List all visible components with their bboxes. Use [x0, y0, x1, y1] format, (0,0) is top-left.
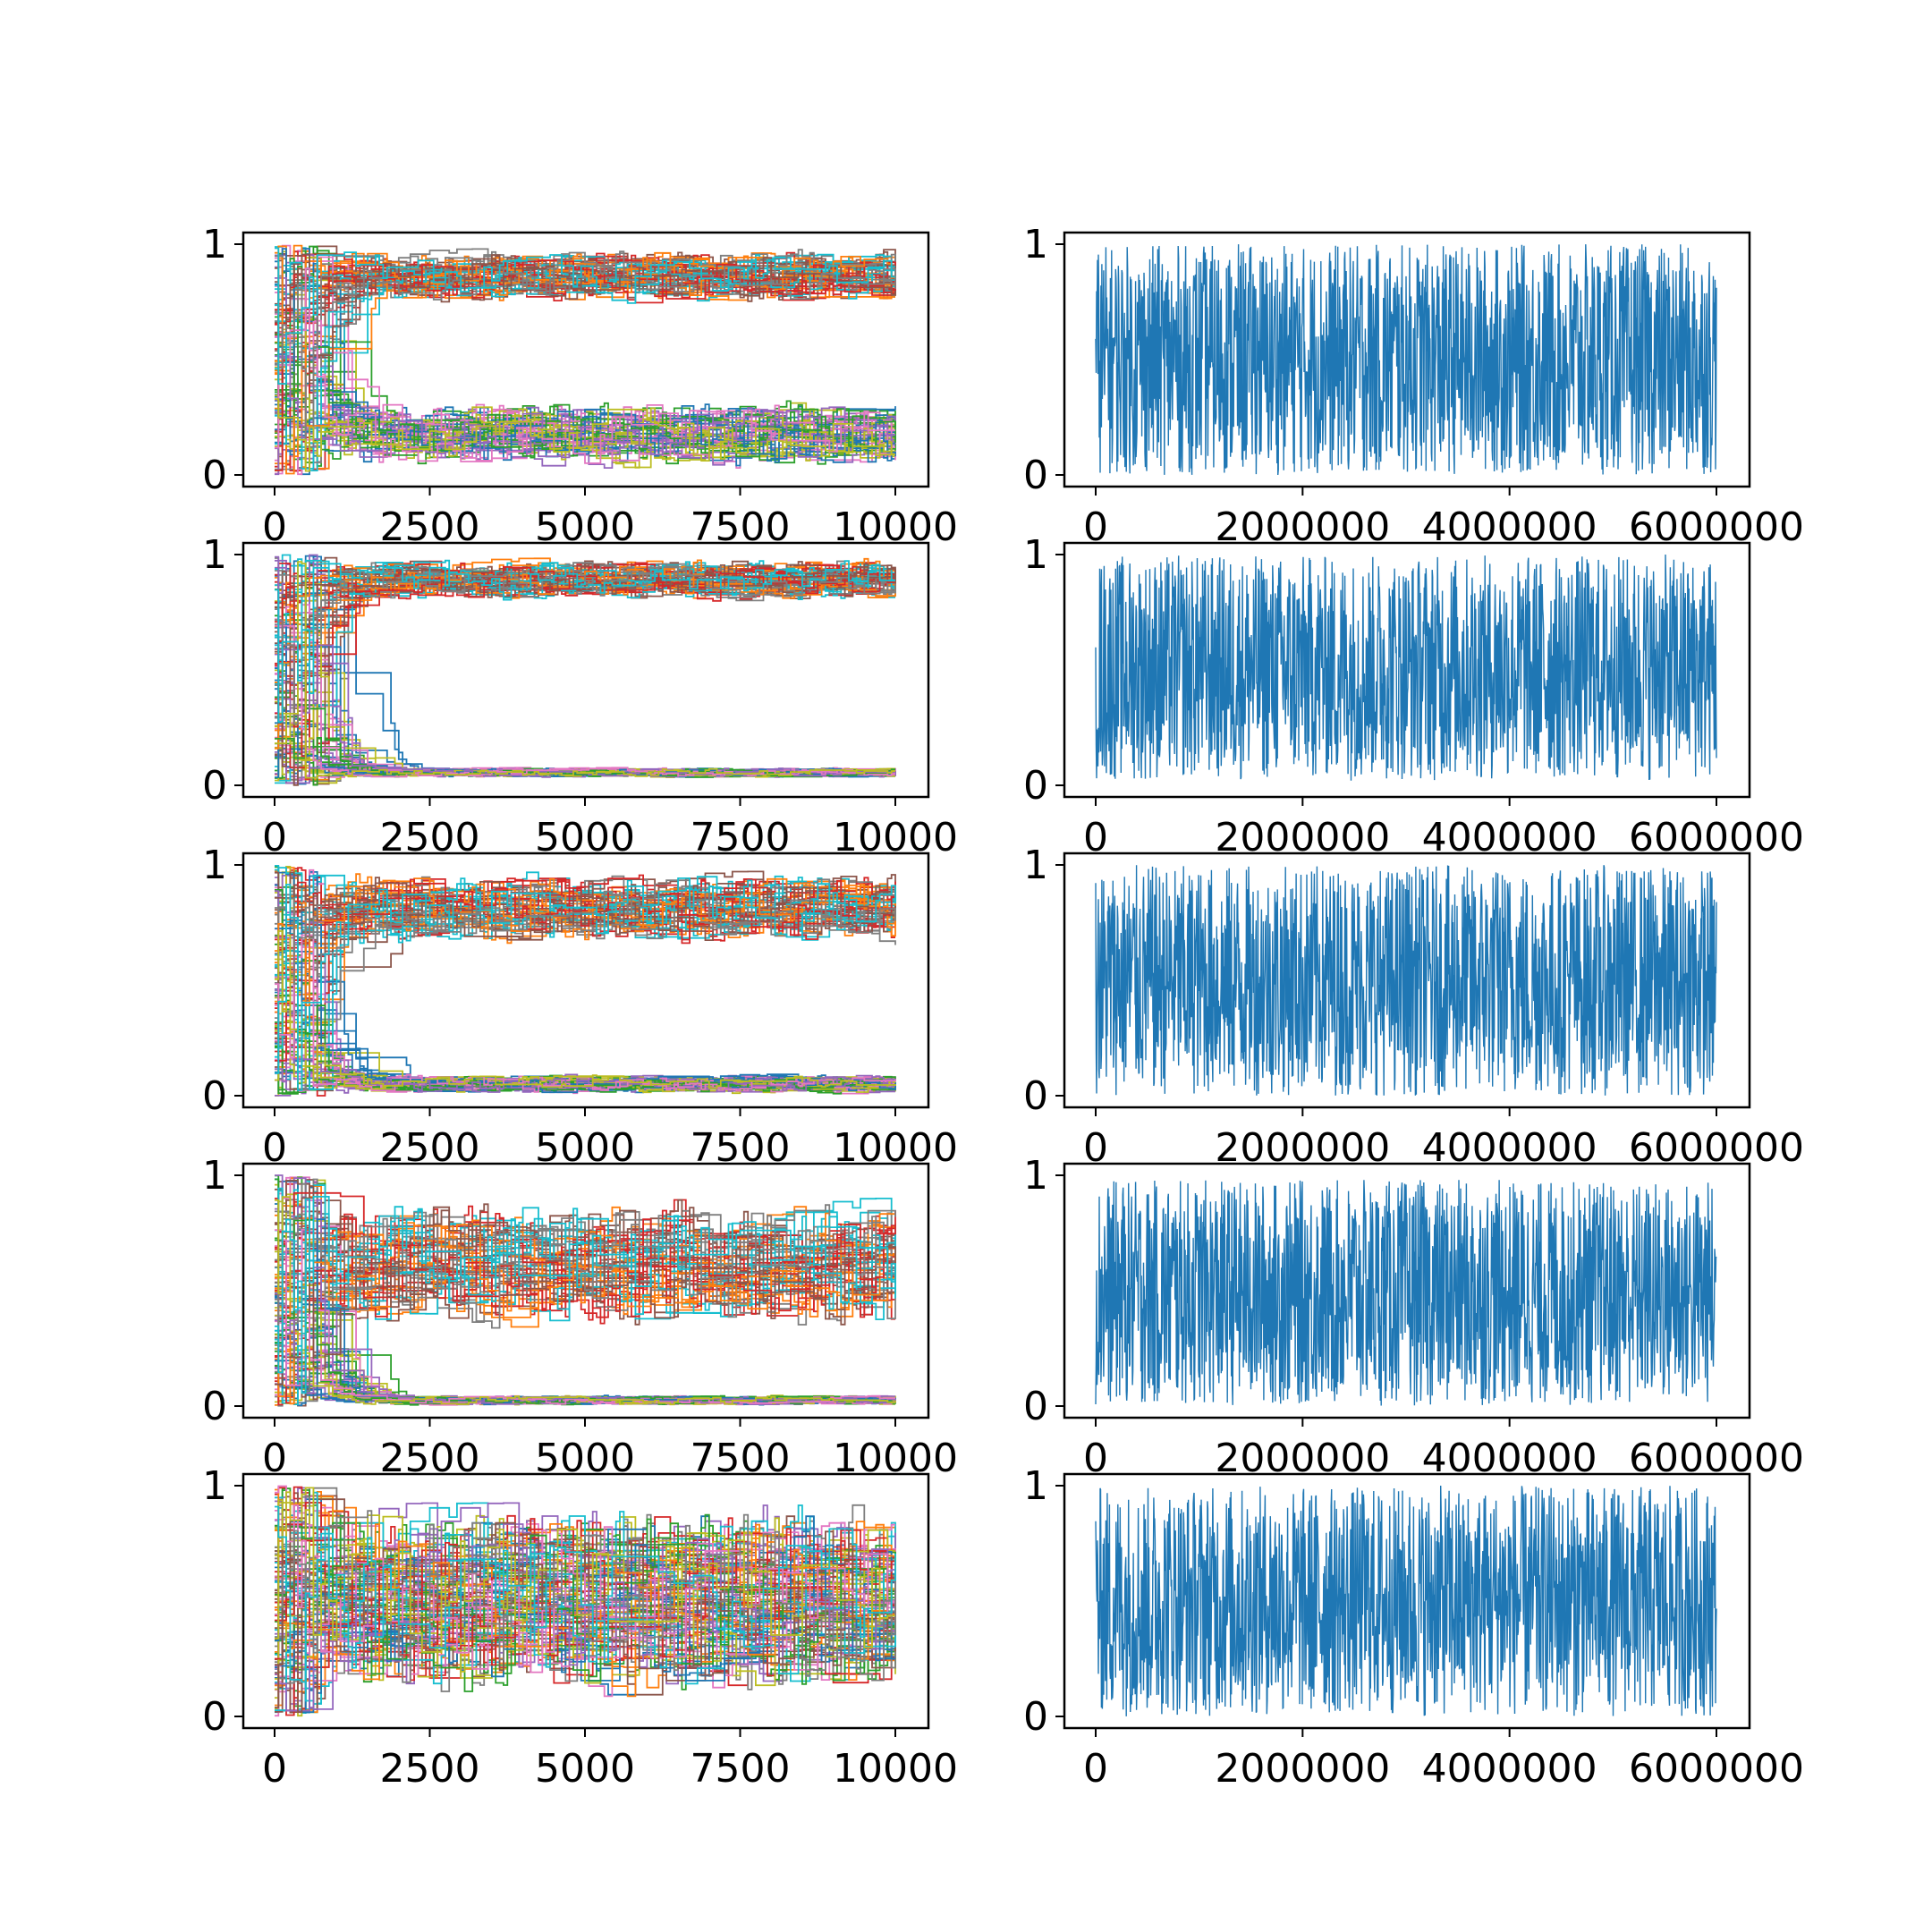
y-tick-label: 1	[1023, 222, 1048, 267]
series-line-66	[275, 1538, 895, 1666]
series-line-100	[275, 560, 895, 723]
series-line-92	[275, 1540, 896, 1681]
series-line-93	[275, 708, 895, 778]
series-line-99	[275, 398, 895, 472]
y-tick-label: 0	[202, 1694, 227, 1740]
series-line-82	[275, 1185, 895, 1398]
series-line-95	[275, 355, 895, 458]
series-line-99	[275, 1487, 895, 1653]
axes-frame	[1063, 1162, 1751, 1419]
series-line-60	[275, 254, 895, 471]
y-tick-label: 1	[202, 222, 227, 267]
y-tick-label: 0	[1023, 453, 1048, 498]
y-tick-label: 1	[202, 1153, 227, 1199]
series-line	[1095, 1180, 1717, 1406]
y-tick-label: 0	[202, 1073, 227, 1119]
x-tick-label: 10000	[833, 1746, 958, 1792]
series-line	[1095, 1485, 1717, 1716]
y-tick-label: 0	[202, 1384, 227, 1429]
series-line-98	[275, 879, 896, 986]
y-tick-label: 1	[202, 843, 227, 888]
series-line-99	[275, 1196, 895, 1406]
plot-area	[1095, 1485, 1717, 1716]
subplot-row2-left: 010 2500 5000 7500 10000	[202, 532, 958, 860]
plot-area	[1095, 865, 1717, 1096]
y-tick-label: 1	[1023, 843, 1048, 888]
y-tick-label: 0	[202, 453, 227, 498]
y-tick-label: 0	[1023, 1694, 1048, 1740]
plot-area	[275, 865, 896, 1097]
x-tick-label: 4000000	[1422, 1746, 1597, 1792]
y-tick-label: 1	[202, 532, 227, 578]
series-line-97	[275, 624, 895, 778]
x-tick-label: 0	[262, 1746, 287, 1792]
y-tick-label: 0	[202, 763, 227, 809]
axes-frame	[1063, 231, 1751, 488]
y-tick-label: 0	[1023, 763, 1048, 809]
series-line-94	[275, 565, 895, 758]
x-tick-label: 0	[1083, 1746, 1108, 1792]
series-line-92	[275, 251, 895, 458]
plot-area	[1095, 244, 1717, 476]
plot-area	[275, 554, 896, 786]
axes-frame	[1063, 1472, 1751, 1730]
x-tick-label: 7500	[691, 1746, 791, 1792]
series-line-95	[275, 936, 895, 1093]
series-line-99	[275, 930, 896, 1089]
series-line-88	[275, 562, 896, 767]
subplot-row4-right: 010 2000000 4000000 6000000	[1023, 1153, 1804, 1481]
series-line-99	[275, 561, 895, 779]
plot-area	[1095, 554, 1717, 781]
plot-area	[275, 1174, 896, 1407]
series-line-97	[275, 1228, 895, 1405]
series-line-87	[275, 606, 895, 777]
y-tick-label: 0	[1023, 1384, 1048, 1429]
series-line-96	[275, 257, 896, 432]
subplot-row2-right: 010 2000000 4000000 6000000	[1023, 532, 1804, 860]
subplot-row3-left: 010 2500 5000 7500 10000	[202, 843, 958, 1171]
series-line-72	[275, 1225, 896, 1395]
series-line-100	[275, 247, 895, 386]
series-line-98	[275, 1211, 895, 1347]
series-line-100	[275, 1505, 896, 1683]
plot-area	[275, 1485, 896, 1717]
subplot-row5-right: 0 1 0 2000000 4000000 6000000	[1023, 1463, 1804, 1792]
subplot-row1-right: 010 2000000 4000000 6000000	[1023, 222, 1804, 550]
x-tick-label: 5000	[535, 1746, 635, 1792]
series-line-100	[275, 1196, 896, 1394]
x-tick-label: 2000000	[1215, 1746, 1390, 1792]
plot-area	[275, 244, 896, 476]
subplot-row4-left: 010 2500 5000 7500 10000	[202, 1153, 958, 1481]
series-line-96	[275, 882, 896, 1068]
series-line	[1095, 865, 1717, 1096]
y-tick-label: 0	[1023, 1073, 1048, 1119]
axes-frame	[1063, 852, 1751, 1109]
x-tick-label: 6000000	[1629, 1746, 1804, 1792]
subplot-row3-right: 010 2000000 4000000 6000000	[1023, 843, 1804, 1171]
subplot-row1-left: 010 2500 5000 7500 10000	[202, 222, 958, 550]
y-tick-label: 1	[1023, 532, 1048, 578]
y-tick-label: 1	[1023, 1153, 1048, 1199]
series-line-100	[275, 877, 896, 1091]
series-line	[1095, 554, 1717, 781]
series-line-98	[275, 250, 896, 448]
series-line	[1095, 244, 1717, 476]
plot-area	[1095, 1180, 1717, 1406]
series-line-94	[275, 1539, 895, 1666]
series-line-98	[275, 562, 896, 725]
series-line-91	[275, 283, 896, 462]
subplot-row5-left: 0 1 0 2500 5000 7500 10000	[202, 1463, 958, 1792]
y-tick-label: 1	[202, 1463, 227, 1509]
y-tick-label: 1	[1023, 1463, 1048, 1509]
axes-frame	[1063, 541, 1751, 799]
x-tick-label: 2500	[380, 1746, 480, 1792]
